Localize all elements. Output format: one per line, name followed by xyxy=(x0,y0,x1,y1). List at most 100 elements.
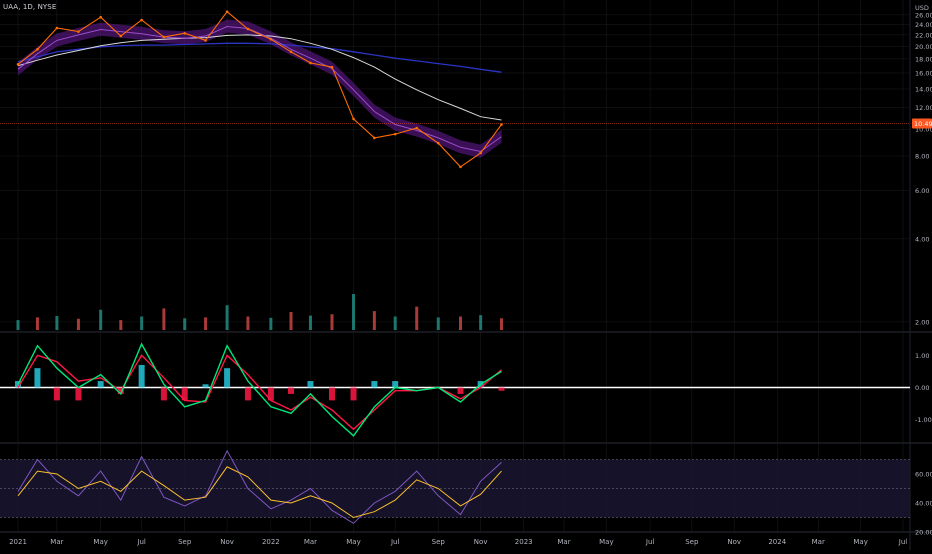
rsi-tick-label: 40.00 xyxy=(915,500,932,508)
last-price-text: 10.49 xyxy=(914,120,932,128)
volume-bar xyxy=(372,311,376,330)
volume-bar xyxy=(393,316,397,330)
price-tick-label: 26.00 xyxy=(915,11,932,19)
macd-line xyxy=(17,342,502,437)
macd-histogram-bar xyxy=(53,387,60,401)
price-tick-label: 14.00 xyxy=(915,85,932,93)
panes xyxy=(0,10,910,524)
volume-bar xyxy=(35,317,39,330)
price-tick-label: 24.00 xyxy=(915,21,932,29)
symbol-label: UAA, 1D, NYSE xyxy=(3,3,56,11)
price-point xyxy=(415,126,419,130)
macd-histogram-bar xyxy=(328,387,335,401)
price-point xyxy=(119,34,123,38)
currency-label: USD xyxy=(915,4,929,12)
macd-histogram-bar xyxy=(498,387,505,391)
macd-tick-label: -1.00 xyxy=(915,416,932,424)
sma-long-line xyxy=(17,42,502,73)
price-point xyxy=(289,50,293,54)
price-point xyxy=(500,123,503,126)
x-tick-label: Mar xyxy=(304,538,317,546)
macd-histogram-bar xyxy=(267,387,274,401)
macd-histogram-bar xyxy=(202,384,209,388)
price-point xyxy=(55,26,59,30)
volume-bar xyxy=(55,316,59,330)
volume-bar xyxy=(76,318,80,330)
rsi-line xyxy=(17,449,502,524)
x-tick-label: 2021 xyxy=(9,538,27,546)
x-tick-label: Sep xyxy=(178,538,192,546)
volume-bar xyxy=(99,309,103,330)
volume-bar xyxy=(308,315,312,330)
x-tick-label: Sep xyxy=(685,538,699,546)
x-tick-label: Nov xyxy=(220,538,234,546)
x-tick-label: May xyxy=(346,538,360,546)
price-point xyxy=(269,37,273,41)
rsi-sma-line xyxy=(17,466,502,519)
volume-bar xyxy=(436,317,440,330)
x-tick-label: 2022 xyxy=(262,538,280,546)
volume-bar xyxy=(269,317,273,330)
price-point xyxy=(393,132,397,136)
price-tick-label: 6.00 xyxy=(915,187,929,195)
macd-histogram-bar xyxy=(392,381,399,388)
price-point xyxy=(183,31,187,35)
separator-2: , xyxy=(32,3,38,11)
macd-histogram-bar xyxy=(97,381,104,388)
volume-bar xyxy=(352,294,356,330)
volume-bar xyxy=(162,308,166,330)
price-tick-label: 8.00 xyxy=(915,152,929,160)
price-point xyxy=(16,63,20,66)
sma-mid-line xyxy=(17,34,502,121)
rsi-band xyxy=(0,459,910,518)
x-tick-label: Jul xyxy=(645,538,655,546)
price-point xyxy=(140,18,143,22)
macd-histogram-bar xyxy=(288,387,295,394)
x-tick-label: Nov xyxy=(727,538,741,546)
x-tick-label: Mar xyxy=(557,538,570,546)
x-tick-label: 2024 xyxy=(768,538,786,546)
price-tick-label: 4.00 xyxy=(915,235,929,243)
price-tick-label: 10.00 xyxy=(915,126,932,134)
price-point xyxy=(246,27,250,31)
price-point xyxy=(225,10,229,13)
x-tick-label: Mar xyxy=(812,538,825,546)
y-axis: 26.00 24.00 22.00 20.00 18.00 16.00 14.00 12.00… xyxy=(912,4,932,537)
price-point xyxy=(77,30,80,33)
rsi-tick-label: 60.00 xyxy=(915,471,932,479)
volume-bar xyxy=(225,305,229,330)
x-tick-label: Sep xyxy=(432,538,446,546)
price-point xyxy=(162,35,166,39)
x-tick-label: May xyxy=(93,538,107,546)
volume-bar xyxy=(330,314,334,330)
volume-bar xyxy=(119,320,123,330)
price-point xyxy=(479,151,482,155)
volume-bar xyxy=(415,306,419,330)
price-tick-label: 12.00 xyxy=(915,104,932,112)
volume-bar xyxy=(479,315,483,330)
volume-bar xyxy=(499,318,503,330)
volume-bar xyxy=(183,318,187,330)
price-tick-label: 20.00 xyxy=(915,43,932,51)
macd-histogram-bar xyxy=(350,387,357,401)
price-point xyxy=(36,48,39,51)
x-tick-label: May xyxy=(853,538,867,546)
x-axis: 2021 Mar May Jul Sep Nov 2022 Mar May Jul Sep Nov 20… xyxy=(9,538,907,546)
interval-text: 1D xyxy=(22,3,33,11)
symbol-text: UAA xyxy=(3,3,19,11)
macd-histogram-bar xyxy=(160,387,167,401)
price-tick-label: 18.00 xyxy=(915,55,932,63)
macd-histogram-bar xyxy=(138,364,145,388)
volume-bar xyxy=(140,316,144,330)
volume-bar xyxy=(289,312,293,330)
exchange-text: NYSE xyxy=(37,3,57,11)
macd-histogram-bar xyxy=(307,381,314,388)
price-point xyxy=(204,39,207,42)
separator-1: , xyxy=(18,3,23,11)
price-tick-label: 2.00 xyxy=(915,318,929,326)
macd-histogram-bar xyxy=(181,387,188,401)
x-tick-label: Mar xyxy=(50,538,63,546)
ema-line xyxy=(17,25,502,153)
